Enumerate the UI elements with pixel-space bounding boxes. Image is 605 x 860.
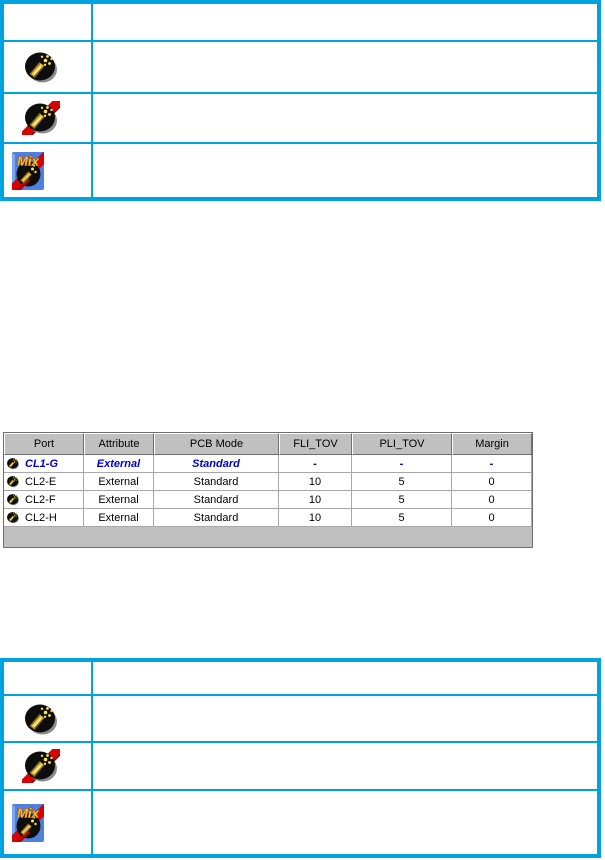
port-label: CL2-F [25,493,56,506]
attribute-cell: External [84,491,154,509]
table-row-cl2-h[interactable]: CL2-H External Standard 10 5 0 [4,509,532,527]
pcb-mode-cell: Standard [154,455,279,473]
pcb-mode-cell: Standard [154,491,279,509]
table-row-cl2-e[interactable]: CL2-E External Standard 10 5 0 [4,473,532,491]
legend-bottom-row1-text-cell [93,696,597,741]
legend-top-row3-icon-cell [4,144,91,197]
port-wand-icon [6,493,20,506]
port-label: CL2-H [25,511,57,524]
port-label: CL1-G [25,457,58,470]
attribute-cell: External [84,455,154,473]
attribute-cell: External [84,509,154,527]
port-cell: CL2-E [4,473,84,491]
header-cell-pcb-mode[interactable]: PCB Mode [154,433,279,455]
legend-bottom-row1-icon-cell [4,696,91,741]
legend-table-bottom [0,658,601,858]
port-label: CL2-E [25,475,57,488]
port-cell: CL2-H [4,509,84,527]
pli-tov-cell: 5 [352,491,452,509]
port-wand-icon [6,457,20,470]
legend-top-header-icon-cell [4,4,91,40]
legend-top-row1-icon-cell [4,42,91,92]
port-table-header-row: Port Attribute PCB Mode FLI_TOV PLI_TOV … [4,433,532,455]
wand-icon [22,702,60,736]
header-cell-fli-tov[interactable]: FLI_TOV [279,433,352,455]
header-cell-attribute[interactable]: Attribute [84,433,154,455]
pli-tov-cell: 5 [352,509,452,527]
attribute-cell: External [84,473,154,491]
fli-tov-cell: 10 [279,509,352,527]
wand-disabled-icon [22,101,60,135]
legend-top-row2-icon-cell [4,94,91,142]
port-cell: CL1-G [4,455,84,473]
legend-table-top [0,0,601,201]
table-row-cl1-g[interactable]: CL1-G External Standard - - - [4,455,532,473]
pcb-mode-cell: Standard [154,473,279,491]
margin-cell: - [452,455,532,473]
pli-tov-cell: - [352,455,452,473]
fli-tov-cell: 10 [279,473,352,491]
legend-bottom-header-icon-cell [4,662,91,694]
margin-cell: 0 [452,509,532,527]
port-wand-icon [6,475,20,488]
mix-disabled-icon [12,804,44,842]
port-cell: CL2-F [4,491,84,509]
legend-bottom-row3-text-cell [93,791,597,854]
margin-cell: 0 [452,491,532,509]
header-cell-port[interactable]: Port [4,433,84,455]
legend-bottom-row3-icon-cell [4,791,91,854]
wand-disabled-icon [22,749,60,783]
legend-bottom-row2-text-cell [93,743,597,789]
wand-icon [22,50,60,84]
legend-top-row3-text-cell [93,144,597,197]
fli-tov-cell: - [279,455,352,473]
legend-top-row1-text-cell [93,42,597,92]
pli-tov-cell: 5 [352,473,452,491]
legend-top-header-text-cell [93,4,597,40]
header-cell-pli-tov[interactable]: PLI_TOV [352,433,452,455]
legend-bottom-header-text-cell [93,662,597,694]
port-table: Port Attribute PCB Mode FLI_TOV PLI_TOV … [3,432,533,548]
fli-tov-cell: 10 [279,491,352,509]
table-row-cl2-f[interactable]: CL2-F External Standard 10 5 0 [4,491,532,509]
margin-cell: 0 [452,473,532,491]
pcb-mode-cell: Standard [154,509,279,527]
port-wand-icon [6,511,20,524]
legend-top-row2-text-cell [93,94,597,142]
mix-disabled-icon [12,152,44,190]
header-cell-margin[interactable]: Margin [452,433,532,455]
legend-bottom-row2-icon-cell [4,743,91,789]
